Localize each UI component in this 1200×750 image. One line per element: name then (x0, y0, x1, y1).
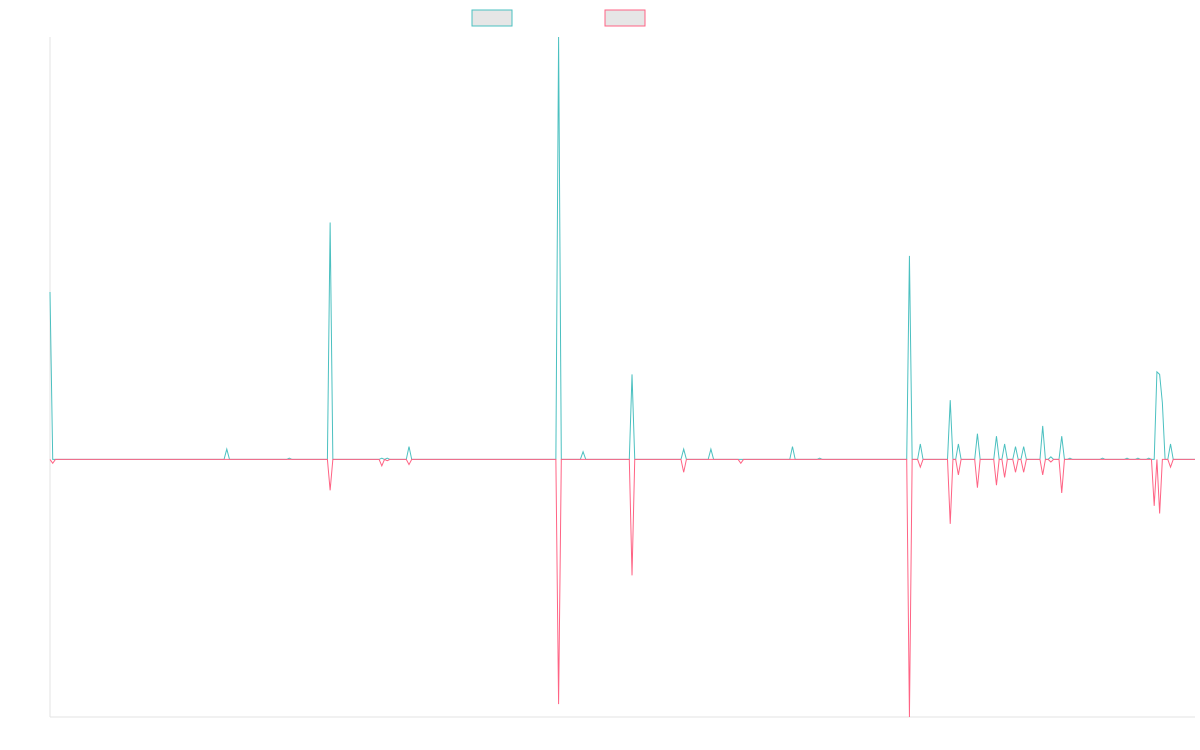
series-line-1[interactable] (49, 36, 1195, 460)
legend-swatch-series-1[interactable] (471, 9, 513, 27)
legend[interactable] (471, 9, 646, 27)
series-layer (49, 36, 1195, 718)
legend-swatch-series-2[interactable] (604, 9, 646, 27)
series-line-2[interactable] (49, 458, 1195, 718)
